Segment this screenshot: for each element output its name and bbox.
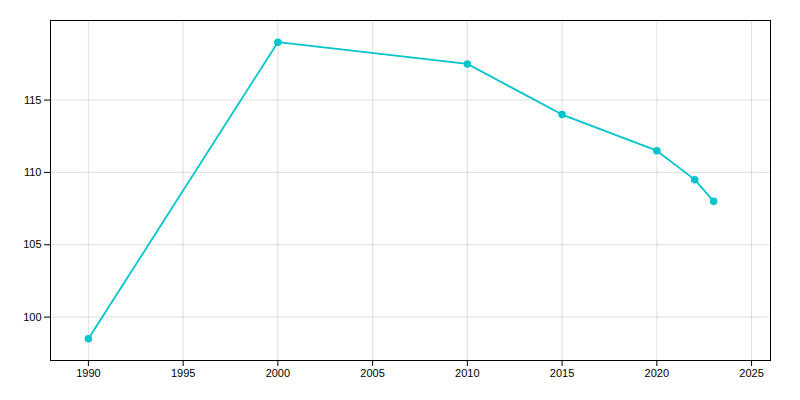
svg-text:2005: 2005 [360,367,384,379]
svg-text:2010: 2010 [455,367,479,379]
svg-text:2015: 2015 [550,367,574,379]
svg-text:105: 105 [23,238,41,250]
svg-text:115: 115 [24,94,42,106]
svg-text:1995: 1995 [171,367,195,379]
svg-text:1990: 1990 [76,367,100,379]
svg-text:100: 100 [23,311,41,323]
svg-text:110: 110 [24,166,42,178]
svg-text:2000: 2000 [266,367,290,379]
svg-text:2025: 2025 [739,367,763,379]
svg-text:2020: 2020 [645,367,669,379]
